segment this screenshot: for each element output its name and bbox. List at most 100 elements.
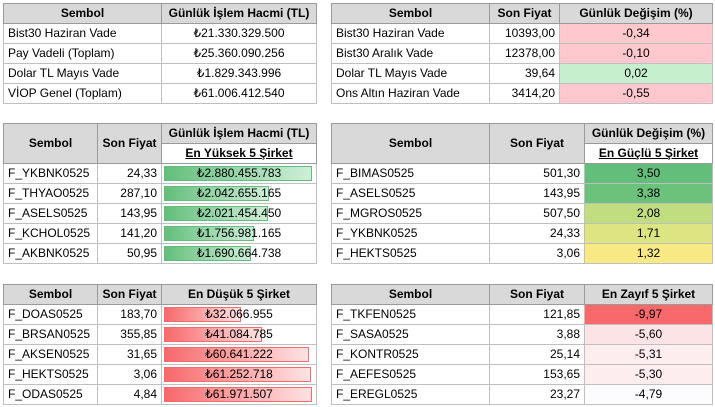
symbol-cell[interactable]: F_HEKTS0525 <box>3 364 98 385</box>
symbol-cell[interactable]: Bist30 Aralık Vade <box>331 43 490 64</box>
table-row[interactable]: F_HEKTS0525 3,06 ₺61.252.718 <box>3 364 317 385</box>
symbol-cell[interactable]: Pay Vadeli (Toplam) <box>3 43 162 64</box>
symbol-cell[interactable]: F_ASELS0525 <box>331 183 490 204</box>
table-row[interactable]: F_AKBNK0525 50,95 ₺1.690.664.738 <box>3 243 317 264</box>
column-header[interactable]: Sembol <box>331 123 490 164</box>
column-header[interactable]: Son Fiyat <box>489 3 560 24</box>
price-cell[interactable]: 25,14 <box>489 344 585 365</box>
symbol-cell[interactable]: F_TKFEN0525 <box>331 304 490 325</box>
symbol-cell[interactable]: Ons Altın Haziran Vade <box>331 83 490 104</box>
symbol-cell[interactable]: Dolar TL Mayıs Vade <box>331 63 490 84</box>
column-header[interactable]: Sembol <box>3 284 98 305</box>
table-row[interactable]: F_ODAS0525 4,84 ₺61.971.507 <box>3 384 317 405</box>
symbol-cell[interactable]: F_BIMAS0525 <box>331 163 490 184</box>
price-cell[interactable]: 3,06 <box>97 364 162 385</box>
symbol-cell[interactable]: F_YKBNK0525 <box>331 223 490 244</box>
symbol-cell[interactable]: Bist30 Haziran Vade <box>331 23 490 44</box>
table-row[interactable]: F_KCHOL0525 141,20 ₺1.756.981.165 <box>3 223 317 244</box>
column-header[interactable]: En Düşük 5 Şirket <box>161 284 317 305</box>
price-cell[interactable]: 141,20 <box>97 223 162 244</box>
change-cell[interactable]: -0,55 <box>559 83 713 104</box>
column-header[interactable]: Günlük Değişim (%) <box>584 123 713 144</box>
change-cell[interactable]: 2,08 <box>584 203 713 224</box>
price-cell[interactable]: 39,64 <box>489 63 560 84</box>
volume-bar-cell[interactable]: ₺41.084.785 <box>161 324 317 345</box>
table-row[interactable]: Ons Altın Haziran Vade 3414,20 -0,55 <box>331 83 713 104</box>
table-row[interactable]: F_KONTR0525 25,14 -5,31 <box>331 344 713 365</box>
column-header[interactable]: Sembol <box>331 3 490 24</box>
price-cell[interactable]: 3414,20 <box>489 83 560 104</box>
change-cell[interactable]: 3,50 <box>584 163 713 184</box>
change-cell[interactable]: -5,30 <box>584 364 713 385</box>
column-header[interactable]: Sembol <box>3 3 162 24</box>
column-header[interactable]: Son Fiyat <box>97 123 162 164</box>
symbol-cell[interactable]: F_AKSEN0525 <box>3 344 98 365</box>
volume-bar-cell[interactable]: ₺32.066.955 <box>161 304 317 325</box>
volume-cell[interactable]: ₺1.829.343.996 <box>161 63 317 84</box>
table-row[interactable]: F_TKFEN0525 121,85 -9,97 <box>331 304 713 325</box>
price-cell[interactable]: 4,84 <box>97 384 162 405</box>
price-cell[interactable]: 287,10 <box>97 183 162 204</box>
symbol-cell[interactable]: F_AKBNK0525 <box>3 243 98 264</box>
price-cell[interactable]: 24,33 <box>97 163 162 184</box>
change-cell[interactable]: -5,60 <box>584 324 713 345</box>
column-header[interactable]: Günlük İşlem Hacmi (TL) <box>161 3 317 24</box>
volume-bar-cell[interactable]: ₺60.641.222 <box>161 344 317 365</box>
price-cell[interactable]: 10393,00 <box>489 23 560 44</box>
price-cell[interactable]: 121,85 <box>489 304 585 325</box>
change-cell[interactable]: 0,02 <box>559 63 713 84</box>
symbol-cell[interactable]: F_THYAO0525 <box>3 183 98 204</box>
table-row[interactable]: F_EREGL0525 23,27 -4,79 <box>331 384 713 405</box>
price-cell[interactable]: 3,88 <box>489 324 585 345</box>
symbol-cell[interactable]: F_KCHOL0525 <box>3 223 98 244</box>
price-cell[interactable]: 153,65 <box>489 364 585 385</box>
volume-bar-cell[interactable]: ₺2.880.455.783 <box>161 163 317 184</box>
table-row[interactable]: Bist30 Haziran Vade ₺21.330.329.500 <box>3 23 317 44</box>
table-row[interactable]: F_SASA0525 3,88 -5,60 <box>331 324 713 345</box>
column-header[interactable]: Son Fiyat <box>489 123 585 164</box>
symbol-cell[interactable]: VİOP Genel (Toplam) <box>3 83 162 104</box>
symbol-cell[interactable]: F_EREGL0525 <box>331 384 490 405</box>
symbol-cell[interactable]: F_MGROS0525 <box>331 203 490 224</box>
symbol-cell[interactable]: Dolar TL Mayıs Vade <box>3 63 162 84</box>
column-header[interactable]: Sembol <box>3 123 98 164</box>
change-cell[interactable]: -4,79 <box>584 384 713 405</box>
table-row[interactable]: F_AKSEN0525 31,65 ₺60.641.222 <box>3 344 317 365</box>
table-row[interactable]: F_DOAS0525 183,70 ₺32.066.955 <box>3 304 317 325</box>
table-row[interactable]: Dolar TL Mayıs Vade 39,64 0,02 <box>331 63 713 84</box>
symbol-cell[interactable]: F_YKBNK0525 <box>3 163 98 184</box>
price-cell[interactable]: 507,50 <box>489 203 585 224</box>
symbol-cell[interactable]: F_ASELS0525 <box>3 203 98 224</box>
volume-cell[interactable]: ₺21.330.329.500 <box>161 23 317 44</box>
volume-cell[interactable]: ₺61.006.412.540 <box>161 83 317 104</box>
table-row[interactable]: F_ASELS0525 143,95 3,38 <box>331 183 713 204</box>
column-header[interactable]: Sembol <box>331 284 490 305</box>
volume-bar-cell[interactable]: ₺2.021.454.450 <box>161 203 317 224</box>
volume-bar-cell[interactable]: ₺61.252.718 <box>161 364 317 385</box>
symbol-cell[interactable]: F_AEFES0525 <box>331 364 490 385</box>
price-cell[interactable]: 501,30 <box>489 163 585 184</box>
change-cell[interactable]: -9,97 <box>584 304 713 325</box>
price-cell[interactable]: 50,95 <box>97 243 162 264</box>
symbol-cell[interactable]: F_HEKTS0525 <box>331 243 490 264</box>
change-cell[interactable]: 1,32 <box>584 243 713 264</box>
table-row[interactable]: VİOP Genel (Toplam) ₺61.006.412.540 <box>3 83 317 104</box>
change-cell[interactable]: 3,38 <box>584 183 713 204</box>
price-cell[interactable]: 31,65 <box>97 344 162 365</box>
table-row[interactable]: Dolar TL Mayıs Vade ₺1.829.343.996 <box>3 63 317 84</box>
price-cell[interactable]: 355,85 <box>97 324 162 345</box>
table-row[interactable]: F_AEFES0525 153,65 -5,30 <box>331 364 713 385</box>
symbol-cell[interactable]: F_ODAS0525 <box>3 384 98 405</box>
change-cell[interactable]: -0,10 <box>559 43 713 64</box>
volume-bar-cell[interactable]: ₺1.690.664.738 <box>161 243 317 264</box>
table-row[interactable]: F_ASELS0525 143,95 ₺2.021.454.450 <box>3 203 317 224</box>
table-row[interactable]: F_MGROS0525 507,50 2,08 <box>331 203 713 224</box>
price-cell[interactable]: 12378,00 <box>489 43 560 64</box>
volume-bar-cell[interactable]: ₺2.042.655.165 <box>161 183 317 204</box>
table-row[interactable]: F_THYAO0525 287,10 ₺2.042.655.165 <box>3 183 317 204</box>
column-header[interactable]: Son Fiyat <box>97 284 162 305</box>
symbol-cell[interactable]: F_KONTR0525 <box>331 344 490 365</box>
price-cell[interactable]: 23,27 <box>489 384 585 405</box>
table-row[interactable]: Pay Vadeli (Toplam) ₺25.360.090.256 <box>3 43 317 64</box>
column-header[interactable]: Günlük Değişim (%) <box>559 3 713 24</box>
